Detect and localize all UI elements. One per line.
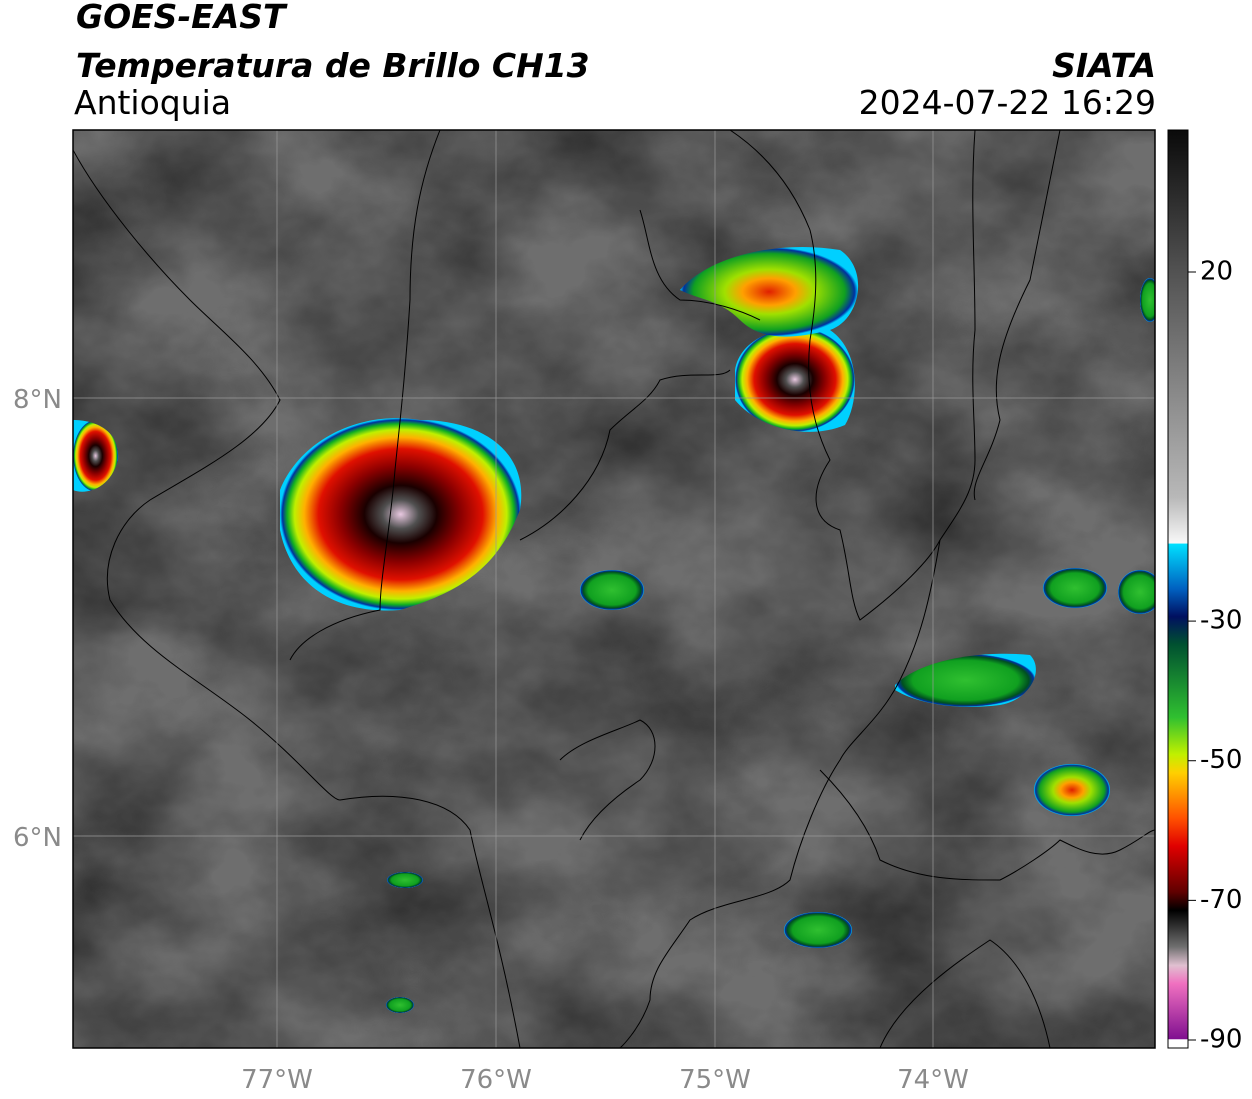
colorbar-ticks: 20 -30 -50 -70 -90 <box>1188 257 1242 1055</box>
borders <box>73 130 1155 1048</box>
colorbar-tick-label: -70 <box>1200 885 1242 915</box>
colorbar <box>1167 129 1189 1049</box>
lon-label: 74°W <box>897 1065 969 1095</box>
map-area <box>73 130 1155 1048</box>
colorbar-tick-label: 20 <box>1200 257 1233 287</box>
title: Temperatura de Brillo CH13 <box>76 46 590 85</box>
storm-cell <box>73 420 119 492</box>
cloud-cell <box>895 653 1036 707</box>
cloud-cell <box>1043 568 1107 608</box>
colorbar-tick-label: -50 <box>1200 745 1242 775</box>
cloud-cell <box>1034 764 1110 816</box>
lon-label: 76°W <box>460 1065 532 1095</box>
cloud-cell <box>1140 278 1155 322</box>
lon-label: 77°W <box>241 1065 313 1095</box>
map-frame <box>72 129 1156 1049</box>
lon-label: 75°W <box>679 1065 751 1095</box>
datetime: 2024-07-22 16:29 <box>858 83 1156 122</box>
graticule <box>73 130 1155 1048</box>
colorbar-tick-label: -30 <box>1200 606 1242 636</box>
cloud-cell <box>387 872 423 888</box>
cloud-cell <box>1118 570 1155 614</box>
cloud-cell <box>386 997 414 1013</box>
region: Antioquia <box>74 83 232 122</box>
cloud-cell <box>580 570 644 610</box>
source: SIATA <box>1052 46 1156 85</box>
lat-label: 8°N <box>13 385 62 415</box>
cloud-cell <box>784 912 852 948</box>
header-line: GOES-EAST <box>76 0 286 36</box>
storm-cell <box>280 418 522 611</box>
colorbar-tick-label: -90 <box>1200 1025 1242 1055</box>
storm-cell <box>735 326 855 432</box>
lat-label: 6°N <box>13 823 62 853</box>
